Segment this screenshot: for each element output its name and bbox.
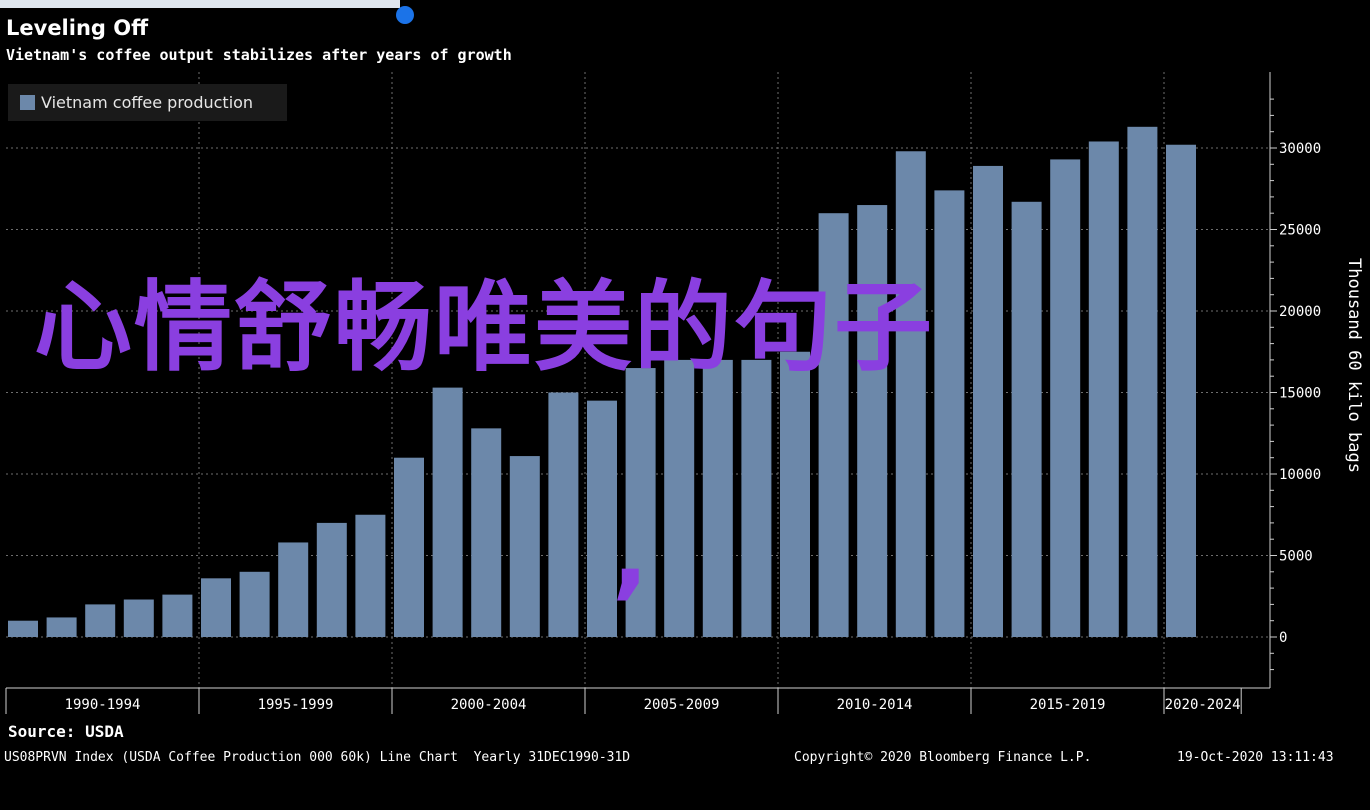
bar-1997 <box>278 542 309 637</box>
cursor-dot-icon <box>396 6 414 24</box>
x-tick-label: 2005-2009 <box>644 697 720 713</box>
bar-1995 <box>201 578 231 637</box>
bar-2011 <box>818 213 849 637</box>
top-highlight-bar <box>0 0 400 8</box>
y-tick-label: 20000 <box>1279 304 1321 320</box>
bar-2010 <box>780 351 810 637</box>
y-tick-label: 25000 <box>1279 223 1321 239</box>
chart-plot: 0 5000 10000 15000 20000 25000 30000 Thousand 6… <box>5 72 1364 714</box>
bar-2012 <box>857 205 888 638</box>
chart-title: Leveling Off <box>6 16 149 40</box>
y-tick-label: 0 <box>1279 630 1287 646</box>
x-tick-label: 1995-1999 <box>258 697 334 713</box>
bar-2014 <box>934 190 965 637</box>
bar-1991 <box>46 617 77 637</box>
x-tick-label: 2000-2004 <box>451 697 527 713</box>
overlay-comma: , <box>612 498 649 610</box>
bar-1992 <box>85 604 116 637</box>
chart-subtitle: Vietnam's coffee output stabilizes after… <box>6 46 512 64</box>
bar-2016 <box>1011 201 1042 638</box>
source-label: Source: USDA <box>8 722 124 741</box>
bar-2020 <box>1166 144 1196 638</box>
x-tick-label: 2020-2024 <box>1165 697 1241 713</box>
bar-1996 <box>239 571 270 637</box>
timestamp-text: 19-Oct-2020 13:11:43 <box>1177 750 1334 765</box>
bar-2009 <box>741 359 772 637</box>
index-description: US08PRVN Index (USDA Coffee Production 0… <box>4 750 631 765</box>
x-tick-label: 1990-1994 <box>65 697 141 713</box>
bar-2008 <box>702 359 733 637</box>
bar-2007 <box>664 359 695 637</box>
legend-swatch-icon <box>20 95 35 110</box>
bar-2018 <box>1088 141 1119 638</box>
bar-2015 <box>973 165 1003 637</box>
legend-label: Vietnam coffee production <box>41 93 254 112</box>
x-tick-label: 2015-2019 <box>1030 697 1106 713</box>
y-axis-label: Thousand 60 kilo bags <box>1344 258 1364 473</box>
copyright-text: Copyright© 2020 Bloomberg Finance L.P. <box>794 750 1092 765</box>
bar-1990 <box>8 620 38 637</box>
bar-2001 <box>432 387 463 637</box>
bar-2000 <box>394 457 424 637</box>
y-tick-label: 5000 <box>1279 549 1313 565</box>
x-tick-label: 2010-2014 <box>837 697 913 713</box>
chart-legend: Vietnam coffee production <box>8 84 287 121</box>
y-tick-label: 10000 <box>1279 467 1321 483</box>
y-tick-label: 15000 <box>1279 386 1321 402</box>
overlay-watermark-text: 心情舒畅唯美的句子 <box>34 271 935 385</box>
y-tick-label: 30000 <box>1279 141 1321 157</box>
bar-2005 <box>587 400 617 637</box>
bar-2006 <box>625 368 656 637</box>
bar-2019 <box>1127 126 1158 637</box>
bar-1999 <box>355 514 386 637</box>
bar-2013 <box>895 151 926 637</box>
bar-2004 <box>548 392 579 637</box>
bar-1994 <box>162 594 193 637</box>
bar-2017 <box>1050 159 1081 637</box>
bar-2003 <box>509 456 540 637</box>
footer-bar: US08PRVN Index (USDA Coffee Production 0… <box>4 750 1370 810</box>
bar-1998 <box>316 522 347 637</box>
bar-1993 <box>123 599 154 637</box>
bar-2002 <box>471 428 502 637</box>
